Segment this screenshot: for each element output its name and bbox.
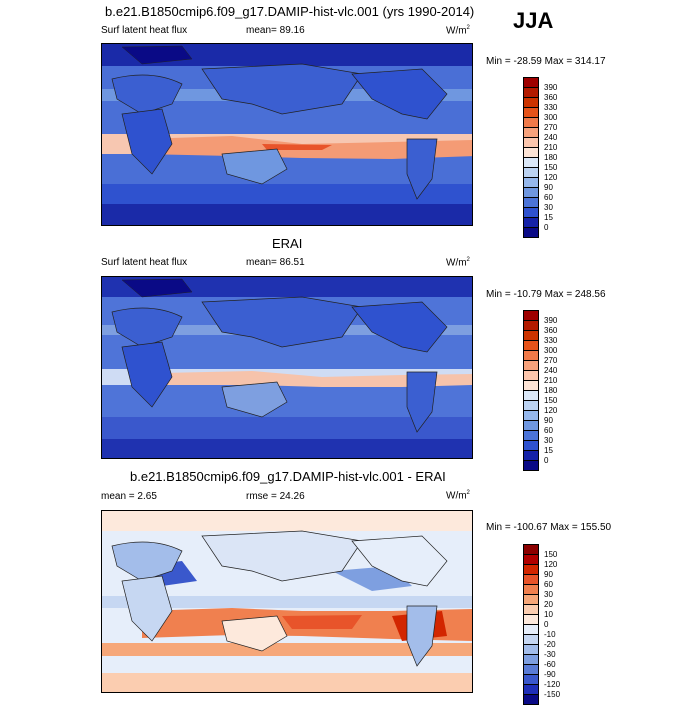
panel2-mean: mean= 86.51 [246,257,305,268]
panel2-variable-label: Surf latent heat flux [101,257,188,268]
colorbar-tick-label: 150 [544,163,558,172]
colorbar-tick-label: -60 [544,660,556,669]
panel2-units: W/m2 [446,257,470,269]
colorbar-tick-label: -20 [544,640,556,649]
colorbar-tick-label: 360 [544,326,558,335]
panel2-map [101,276,473,459]
panel1-variable-label: Surf latent heat flux [101,25,188,36]
colorbar-tick-label: 10 [544,610,553,619]
colorbar-tick-label: 120 [544,173,558,182]
colorbar-tick-label: 270 [544,356,558,365]
colorbar-tick-label: 30 [544,203,553,212]
season-label: JJA [513,8,554,33]
colorbar-tick-label: 300 [544,113,558,122]
colorbar-tick-label: 240 [544,366,558,375]
panel3-map [101,510,473,693]
panel3-title: b.e21.B1850cmip6.f09_g17.DAMIP-hist-vlc.… [130,469,446,484]
colorbar-tick-label: 330 [544,336,558,345]
colorbar-tick-label: 180 [544,153,558,162]
colorbar-tick-label: 120 [544,406,558,415]
colorbar-tick-label: 120 [544,560,558,569]
panel3-minmax: Min = -100.67 Max = 155.50 [486,522,612,533]
colorbar-tick-label: 150 [544,396,558,405]
colorbar-tick-label: 15 [544,446,553,455]
colorbar-swatch [523,460,539,471]
panel2-title: ERAI [272,236,303,251]
panel3-colorbar [523,544,539,705]
colorbar-tick-label: 270 [544,123,558,132]
colorbar-tick-label: 15 [544,213,553,222]
colorbar-tick-label: -120 [544,680,561,689]
panel3-rmse: rmse = 24.26 [246,491,305,502]
colorbar-tick-label: 0 [544,620,549,629]
panel2-colorbar-labels: 390 360 330 300 270 240 210 180 150 120 90 60 30 15 0 [544,316,557,466]
panel1-colorbar [523,77,539,238]
panel2-minmax: Min = -10.79 Max = 248.56 [486,289,606,300]
colorbar-tick-label: 30 [544,590,553,599]
colorbar-tick-label: 20 [544,600,553,609]
colorbar-tick-label: -90 [544,670,556,679]
colorbar-tick-label: 0 [544,456,549,465]
colorbar-tick-label: 210 [544,143,558,152]
colorbar-tick-label: -30 [544,650,556,659]
colorbar-tick-label: 90 [544,416,553,425]
colorbar-tick-label: 390 [544,83,558,92]
colorbar-swatch [523,227,539,238]
panel1-colorbar-labels: 390 360 330 300 270 240 210 180 150 120 90 60 30 15 0 [544,83,557,233]
colorbar-tick-label: 180 [544,386,558,395]
colorbar-tick-label: 90 [544,570,553,579]
colorbar-tick-label: 210 [544,376,558,385]
panel1-units: W/m2 [446,25,470,37]
colorbar-tick-label: -10 [544,630,556,639]
colorbar-tick-label: 90 [544,183,553,192]
panel3-colorbar-labels: 150 120 90 60 30 20 10 0 -10 -20 -30 -60 -90 -120 -150 [544,550,560,700]
colorbar-tick-label: 0 [544,223,549,232]
panel1-minmax: Min = -28.59 Max = 314.17 [486,56,606,67]
colorbar-tick-label: 330 [544,103,558,112]
panel3-units: W/m2 [446,490,470,502]
colorbar-tick-label: 150 [544,550,558,559]
colorbar-tick-label: 360 [544,93,558,102]
colorbar-tick-label: 30 [544,436,553,445]
panel1-mean: mean= 89.16 [246,25,305,36]
panel2-colorbar [523,310,539,471]
colorbar-tick-label: 300 [544,346,558,355]
colorbar-tick-label: 60 [544,426,553,435]
colorbar-tick-label: -150 [544,690,561,699]
colorbar-tick-label: 390 [544,316,558,325]
panel3-mean: mean = 2.65 [101,491,157,502]
colorbar-tick-label: 60 [544,193,553,202]
panel1-title: b.e21.B1850cmip6.f09_g17.DAMIP-hist-vlc.… [105,4,475,19]
panel1-map [101,43,473,226]
colorbar-tick-label: 240 [544,133,558,142]
colorbar-tick-label: 60 [544,580,553,589]
